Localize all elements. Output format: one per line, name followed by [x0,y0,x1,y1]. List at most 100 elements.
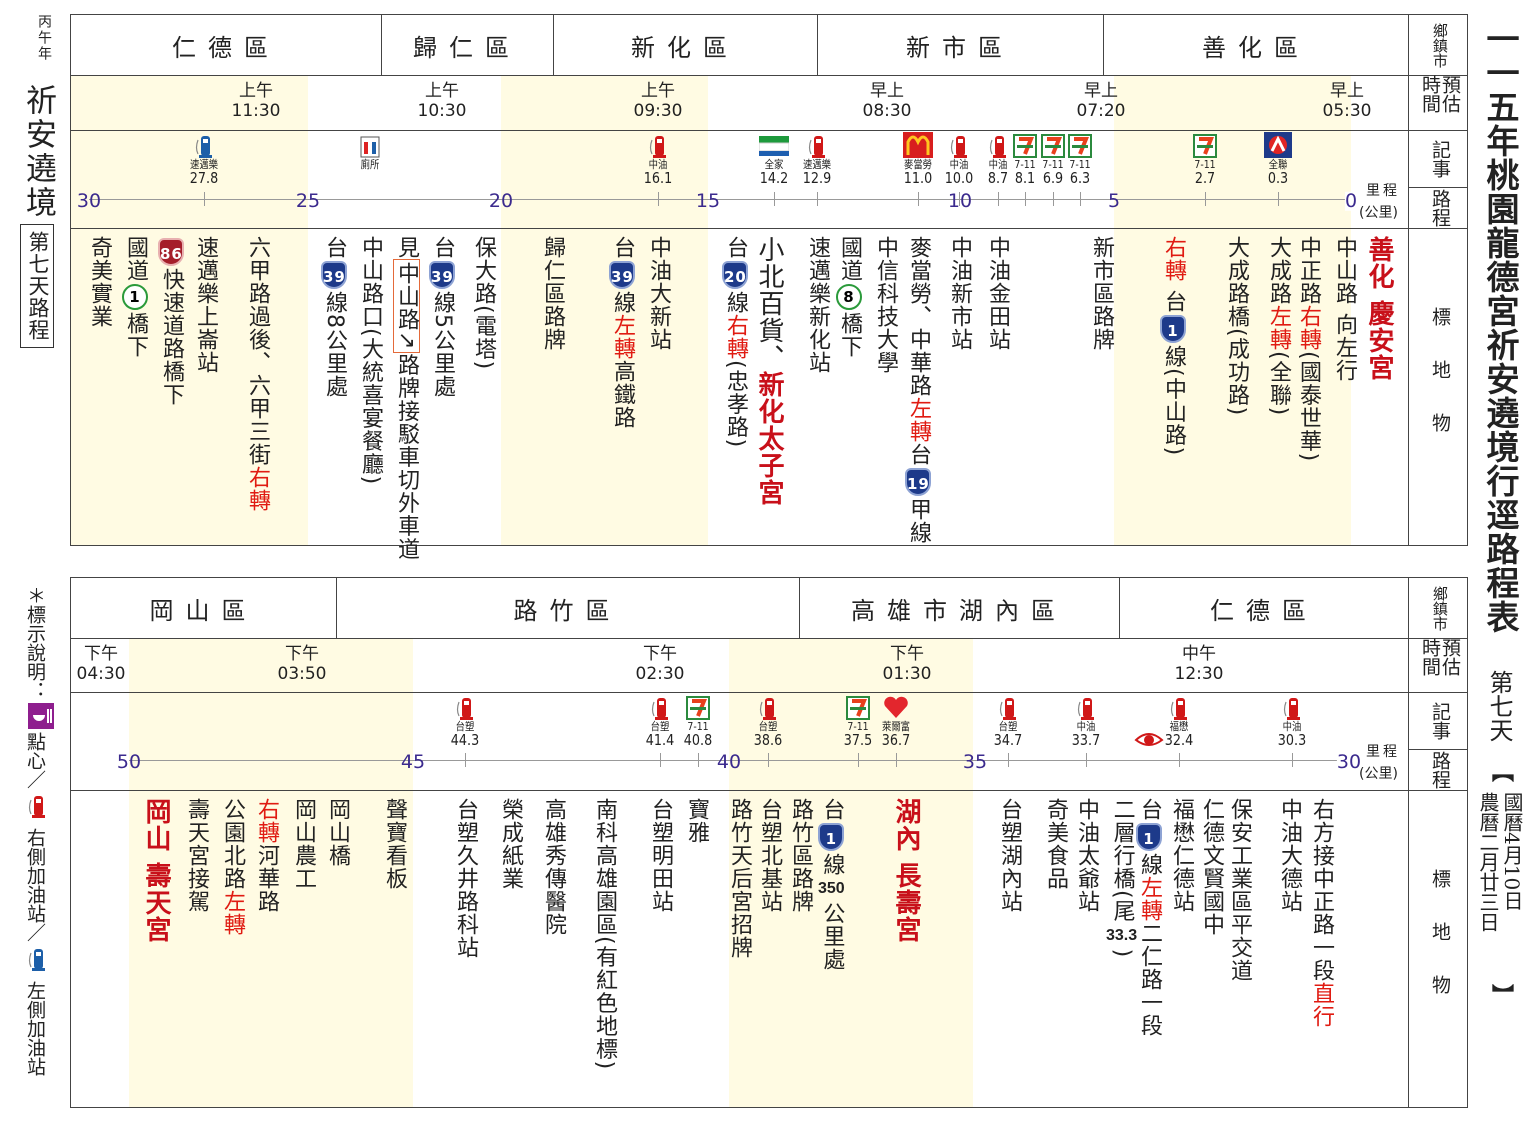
landmark-text: 台塑湖內站 [997,798,1022,913]
landmark-column: 大成路左轉(全聯) [1265,236,1291,416]
marker-name: 麥當勞 [903,158,933,171]
district-name: 善化區 [1202,33,1310,62]
landmark-column: 中油太爺站 [1073,798,1099,913]
axis-tick-label: 0 [1344,189,1358,212]
landmark-column: 中信科技大學 [872,236,898,374]
axis-tick [817,192,818,206]
road-sign-box: 中山路↗ [393,259,420,354]
axis-tick [698,753,699,767]
marker: 全聯 0.3 [1256,132,1300,186]
time-period: 下午 [643,644,677,664]
marker-km: 16.1 [643,169,673,187]
landmark-text: 中山路 向左行 [1332,236,1357,382]
marker: 7-11 40.8 [676,694,720,748]
district-divider [1103,15,1104,75]
landmark-column: 台39線5公里處 [429,236,455,398]
gas-pump-blue-icon [28,946,46,979]
landmark-text: 線 [723,291,748,314]
landmark-column: 右方接中正路一段直行 [1308,798,1334,1028]
landmark-column: 速邁樂新化站 [804,236,830,374]
axis-tick-label: 50 [116,750,142,773]
turn-instruction: 左轉 [1266,305,1291,351]
row-divider [71,130,1467,131]
axis-tick [1086,753,1087,767]
landmark-text: 路竹天后宮招牌 [727,798,752,959]
freeway-shield-icon: 8 [836,284,862,310]
marker: 中油 30.3 [1270,694,1314,748]
landmark-column: 岡山農工 [290,798,316,890]
landmark-text: 岡山橋 [325,798,350,867]
landmark-column: 二層行橋(尾 33.3) [1106,798,1137,958]
landmark-column: 小北百貨、新化太子宮 [754,236,784,506]
landmark-column: 仁德文賢國中 [1198,798,1224,936]
marker-km: 32.4 [1164,731,1194,749]
landmark-column: 右轉河華路 [253,798,279,913]
landmark-text: 中油太爺站 [1074,798,1099,913]
time-value: 09:30 [633,101,683,121]
provincial-highway-shield-icon: 1 [1136,823,1162,851]
landmark-column: 麥當勞、中華路左轉台19甲線 [905,236,931,544]
landmark-text: 麥當勞、中華路 [906,236,931,397]
landmark-text: 南科高雄園區(有紅色地標) [592,798,617,1071]
landmark-text: 台塑久井路科站 [453,798,478,959]
district-divider [381,15,382,75]
landmark-column: 壽天宮接駕 [183,798,209,913]
landmark-text: 中油大德站 [1277,798,1302,913]
landmark-text: 橋下 [837,312,862,358]
eye-icon [1134,730,1164,754]
landmark-text: 二層行橋(尾 [1109,798,1135,923]
landmark-text: 公園北路 [220,798,245,890]
axis-tick [660,753,661,767]
marker-km: 27.8 [189,169,219,187]
marker: 7-11 2.7 [1183,132,1227,186]
time-estimate: 上午 09:30 [618,81,698,121]
time-band-shade [129,638,413,1107]
marker-name: 福懋 [1169,720,1189,733]
marker-name: 7-11 [1014,158,1036,171]
time-period: 中午 [1182,644,1216,664]
landmark-text: 奇美實業 [87,236,112,328]
axis-tick [1278,192,1279,206]
landmark-column: 新市區路牌 [1088,236,1114,351]
landmark-text: 線5公里處 [430,291,455,398]
turn-instruction: 右轉 [245,466,270,512]
landmark-column: 寶雅 [683,798,709,844]
landmark-text: 線 [1137,853,1162,876]
landmark-text: 台 [906,443,931,466]
marker-name: 速邁樂 [189,158,219,171]
landmark-text: 路竹區路牌 [788,798,813,913]
column-divider [1408,578,1409,1107]
marker-name: 7-11 [1069,158,1091,171]
axis-tick-label: 30 [1336,750,1362,773]
marker-km: 41.4 [645,731,675,749]
landmark-column: 右轉 台1線(中山路) [1160,236,1186,456]
marker: 台塑 34.7 [986,694,1030,748]
landmark-text: 河華路 [254,844,279,913]
landmark-column: 中油大德站 [1276,798,1302,913]
row-divider [71,692,1467,693]
marker-name: 台塑 [650,720,670,733]
landmark-text: 路牌接駁車切外車道 [394,353,419,561]
landmark-column: 速邁樂上崙站 [192,236,218,374]
district-name: 新化區 [631,33,739,62]
landmark-column: 中油金田站 [984,236,1010,351]
landmark-text: 壽天宮接駕 [184,798,209,913]
landmark-number: 350 [818,880,845,897]
axis-tick [1205,192,1206,206]
row-divider [1408,187,1467,188]
landmark-text: 高雄秀傳醫院 [541,798,566,936]
legend-right-gas-label: 右側加油站／ [24,828,46,942]
marker-km: 2.7 [1194,169,1216,187]
landmark-text: 中山路口(大統喜宴餐廳) [358,236,383,486]
landmark-text: 台塑北基站 [757,798,782,913]
row-divider [71,790,1467,791]
time-estimate: 上午 11:30 [216,81,296,121]
landmark-column: 湖內 長壽宮 [891,798,921,943]
marker: 台塑 38.6 [746,694,790,748]
time-period: 上午 [239,81,273,101]
axis-tick [1292,753,1293,767]
axis-tick-label: 40 [716,750,742,773]
temple-name: 岡山 壽天宮 [141,798,171,944]
gas-pump-red-icon [1157,694,1201,720]
landmark-text: 見 [394,236,419,259]
